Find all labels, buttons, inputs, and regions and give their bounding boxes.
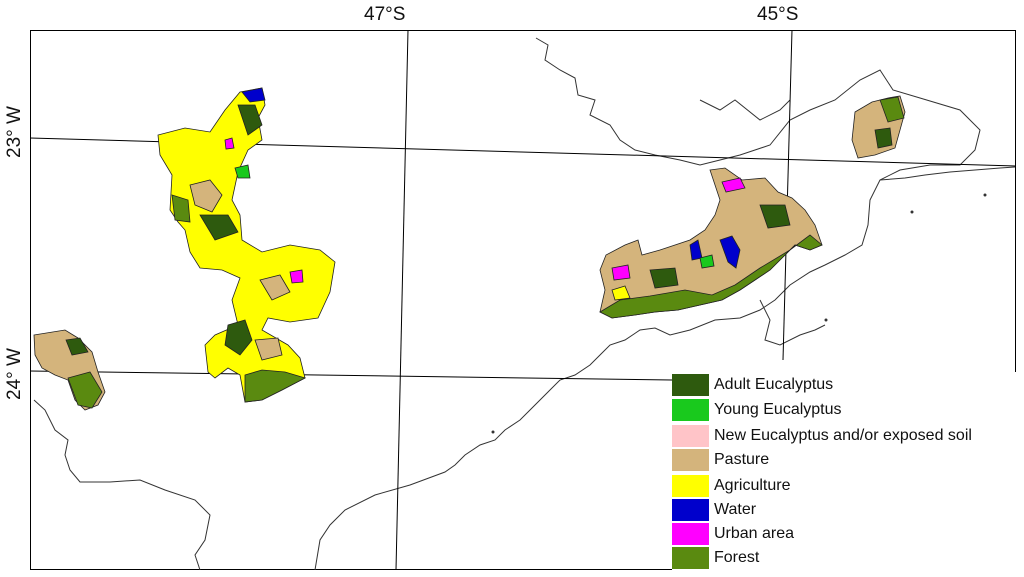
boundary-line xyxy=(33,399,211,570)
legend-item-urban-area: Urban area xyxy=(672,522,794,546)
graticule-24w xyxy=(30,370,673,381)
legend-swatch xyxy=(672,374,709,396)
east-region xyxy=(599,167,823,319)
legend-item-forest: Forest xyxy=(672,546,759,570)
west-region xyxy=(157,87,336,403)
legend-item-agriculture: Agriculture xyxy=(672,474,790,498)
legend-label: Forest xyxy=(714,549,760,566)
boundary-line xyxy=(879,166,1016,181)
legend-swatch xyxy=(672,475,709,497)
lat-label-45s: 45°S xyxy=(757,4,799,25)
legend-item-young-eucalyptus: Young Eucalyptus xyxy=(672,398,842,422)
legend-label: Young Eucalyptus xyxy=(714,401,842,418)
map-legend: Adult Eucalyptus Young Eucalyptus New Eu… xyxy=(672,372,1022,572)
lat-label-47s: 47°S xyxy=(364,4,406,25)
boundary-line xyxy=(699,99,791,121)
legend-item-pasture: Pasture xyxy=(672,448,769,472)
legend-swatch xyxy=(672,523,709,545)
legend-swatch xyxy=(672,449,709,471)
legend-swatch xyxy=(672,499,709,521)
graticule-47s xyxy=(395,30,409,570)
legend-label: Water xyxy=(714,501,757,518)
lon-label-23w: 23° W xyxy=(4,106,25,158)
legend-item-adult-eucalyptus: Adult Eucalyptus xyxy=(672,373,833,397)
far-west-region xyxy=(33,329,106,411)
legend-label: Adult Eucalyptus xyxy=(714,376,834,393)
graticule-45s xyxy=(782,30,793,361)
boundary-line xyxy=(759,299,826,346)
legend-swatch xyxy=(672,425,709,447)
lon-label-24w: 24° W xyxy=(4,348,25,400)
legend-label: Urban area xyxy=(714,525,795,542)
legend-label: New Eucalyptus and/or exposed soil xyxy=(714,427,972,444)
northeast-region xyxy=(851,95,906,159)
legend-swatch xyxy=(672,547,709,569)
map-canvas xyxy=(30,30,1016,570)
legend-swatch xyxy=(672,399,709,421)
legend-label: Agriculture xyxy=(714,477,791,494)
legend-label: Pasture xyxy=(714,451,770,468)
legend-item-water: Water xyxy=(672,498,756,522)
legend-item-new-eucalyptus: New Eucalyptus and/or exposed soil xyxy=(672,424,972,448)
